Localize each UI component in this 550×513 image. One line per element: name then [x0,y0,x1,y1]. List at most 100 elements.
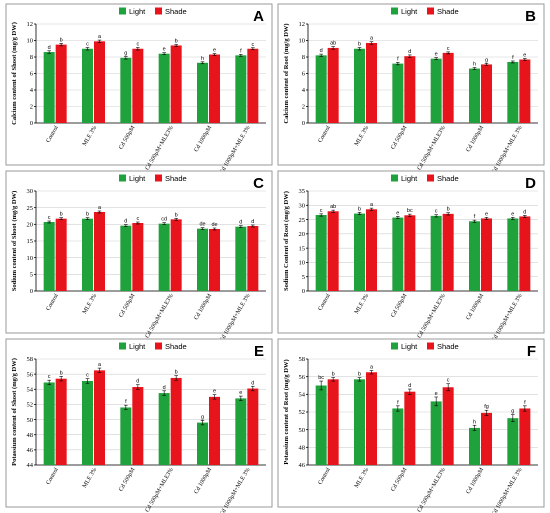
panel-letter: A [253,8,264,25]
y-tick-label: 8 [30,54,33,61]
y-tick-label: 50 [27,417,34,424]
bar-light [392,63,404,123]
y-tick-label: 52 [27,402,34,409]
y-axis-label: Potassium content of Shoot (mg/g DW) [11,358,18,466]
panel-letter: B [525,8,536,25]
chart-panel-d: 0 5 10 15 20 25 30 35 Sodium Content of Root (mg… [277,170,545,343]
bar-shade [132,223,144,291]
bar-light [235,398,247,465]
significance-letter: b [358,206,361,212]
legend-label-shade: Shade [165,174,187,183]
legend-label-shade: Shade [437,7,459,16]
y-tick-label: 8 [302,54,305,61]
y-tick-label: 46 [299,462,306,469]
y-tick-label: 0 [302,288,305,295]
significance-letter: ab [330,204,336,210]
bar-light [158,223,170,291]
significance-letter: e [435,391,438,397]
bar-shade [481,412,492,465]
significance-letter: c [86,373,89,379]
significance-letter: g [124,51,127,57]
significance-letter: f [397,56,399,62]
y-tick-label: 2 [302,104,305,111]
bar-shade [132,387,144,465]
legend-label-shade: Shade [437,174,459,183]
bar-light [158,393,170,465]
legend-swatch-shade [155,174,162,182]
significance-letter: a [98,205,102,211]
bar-light [120,407,132,465]
significance-letter: e [435,52,438,58]
legend-label-shade: Shade [437,342,459,351]
significance-letter: f [397,400,399,406]
bar-light [469,221,480,291]
significance-letter: g [511,409,514,415]
significance-letter: b [447,207,450,213]
y-tick-label: 15 [299,245,306,252]
y-tick-label: 6 [30,71,34,78]
significance-letter: bc [407,208,413,214]
bar-shade [404,215,416,291]
bar-light [507,218,519,291]
bar-shade [94,41,105,124]
y-axis-label: Calcium content of Root (mg/g DW) [283,23,290,123]
y-tick-label: 58 [27,356,34,363]
legend-label-light: Light [129,342,146,351]
significance-letter: a [98,34,102,40]
bar-light [82,48,93,123]
bar-shade [404,56,416,123]
significance-letter: f [240,48,242,54]
y-tick-label: 15 [27,238,34,245]
legend-swatch-light [119,174,126,182]
y-tick-label: 6 [302,71,306,78]
y-tick-label: 0 [30,120,33,127]
significance-letter: b [175,212,178,218]
significance-letter: d [251,219,254,225]
panel-letter: D [525,175,536,192]
bar-shade [481,218,492,291]
panel-letter: F [527,343,536,360]
y-tick-label: 54 [299,392,306,399]
significance-letter: bc [318,375,324,381]
bar-light [235,55,247,123]
significance-letter: f [474,214,476,220]
y-tick-label: 48 [27,432,34,439]
significance-letter: d [136,379,139,385]
significance-letter: d [251,380,254,386]
y-tick-label: 30 [27,188,34,195]
significance-letter: f [524,400,526,406]
significance-letter: de [211,222,217,228]
y-tick-label: 44 [27,462,34,469]
bar-light [235,226,247,291]
y-tick-label: 35 [299,188,306,195]
significance-letter: b [358,372,361,378]
bar-light [82,218,93,291]
chart-panel-a: 0 2 4 6 8 10 12 Calcium content of Shoot (mg/g … [5,3,273,175]
bar-shade [247,388,259,465]
bar-shade [209,54,220,123]
y-axis-label: Potassium content of Root (mg/g DW) [283,359,290,464]
significance-letter: b [60,37,63,43]
legend-swatch-shade [427,342,434,350]
bar-light [315,55,327,123]
y-tick-label: 2 [30,104,33,111]
bar-light [469,68,480,123]
significance-letter: d [408,49,411,55]
significance-letter: b [175,38,178,44]
significance-letter: c [447,378,450,384]
significance-letter: b [332,372,335,378]
bar-shade [442,213,454,291]
significance-letter: d [320,48,323,54]
significance-letter: g [201,414,204,420]
bar-shade [481,64,492,123]
bar-light [354,213,365,291]
bar-shade [170,45,182,124]
significance-letter: c [86,42,89,48]
legend-swatch-shade [155,342,162,350]
bar-light [469,427,480,465]
bar-shade [55,378,67,465]
significance-letter: g [485,57,488,63]
chart-panel-e: 44 46 48 50 52 54 56 58 Potassium content of Sho… [5,338,273,513]
significance-letter: e [396,210,399,216]
